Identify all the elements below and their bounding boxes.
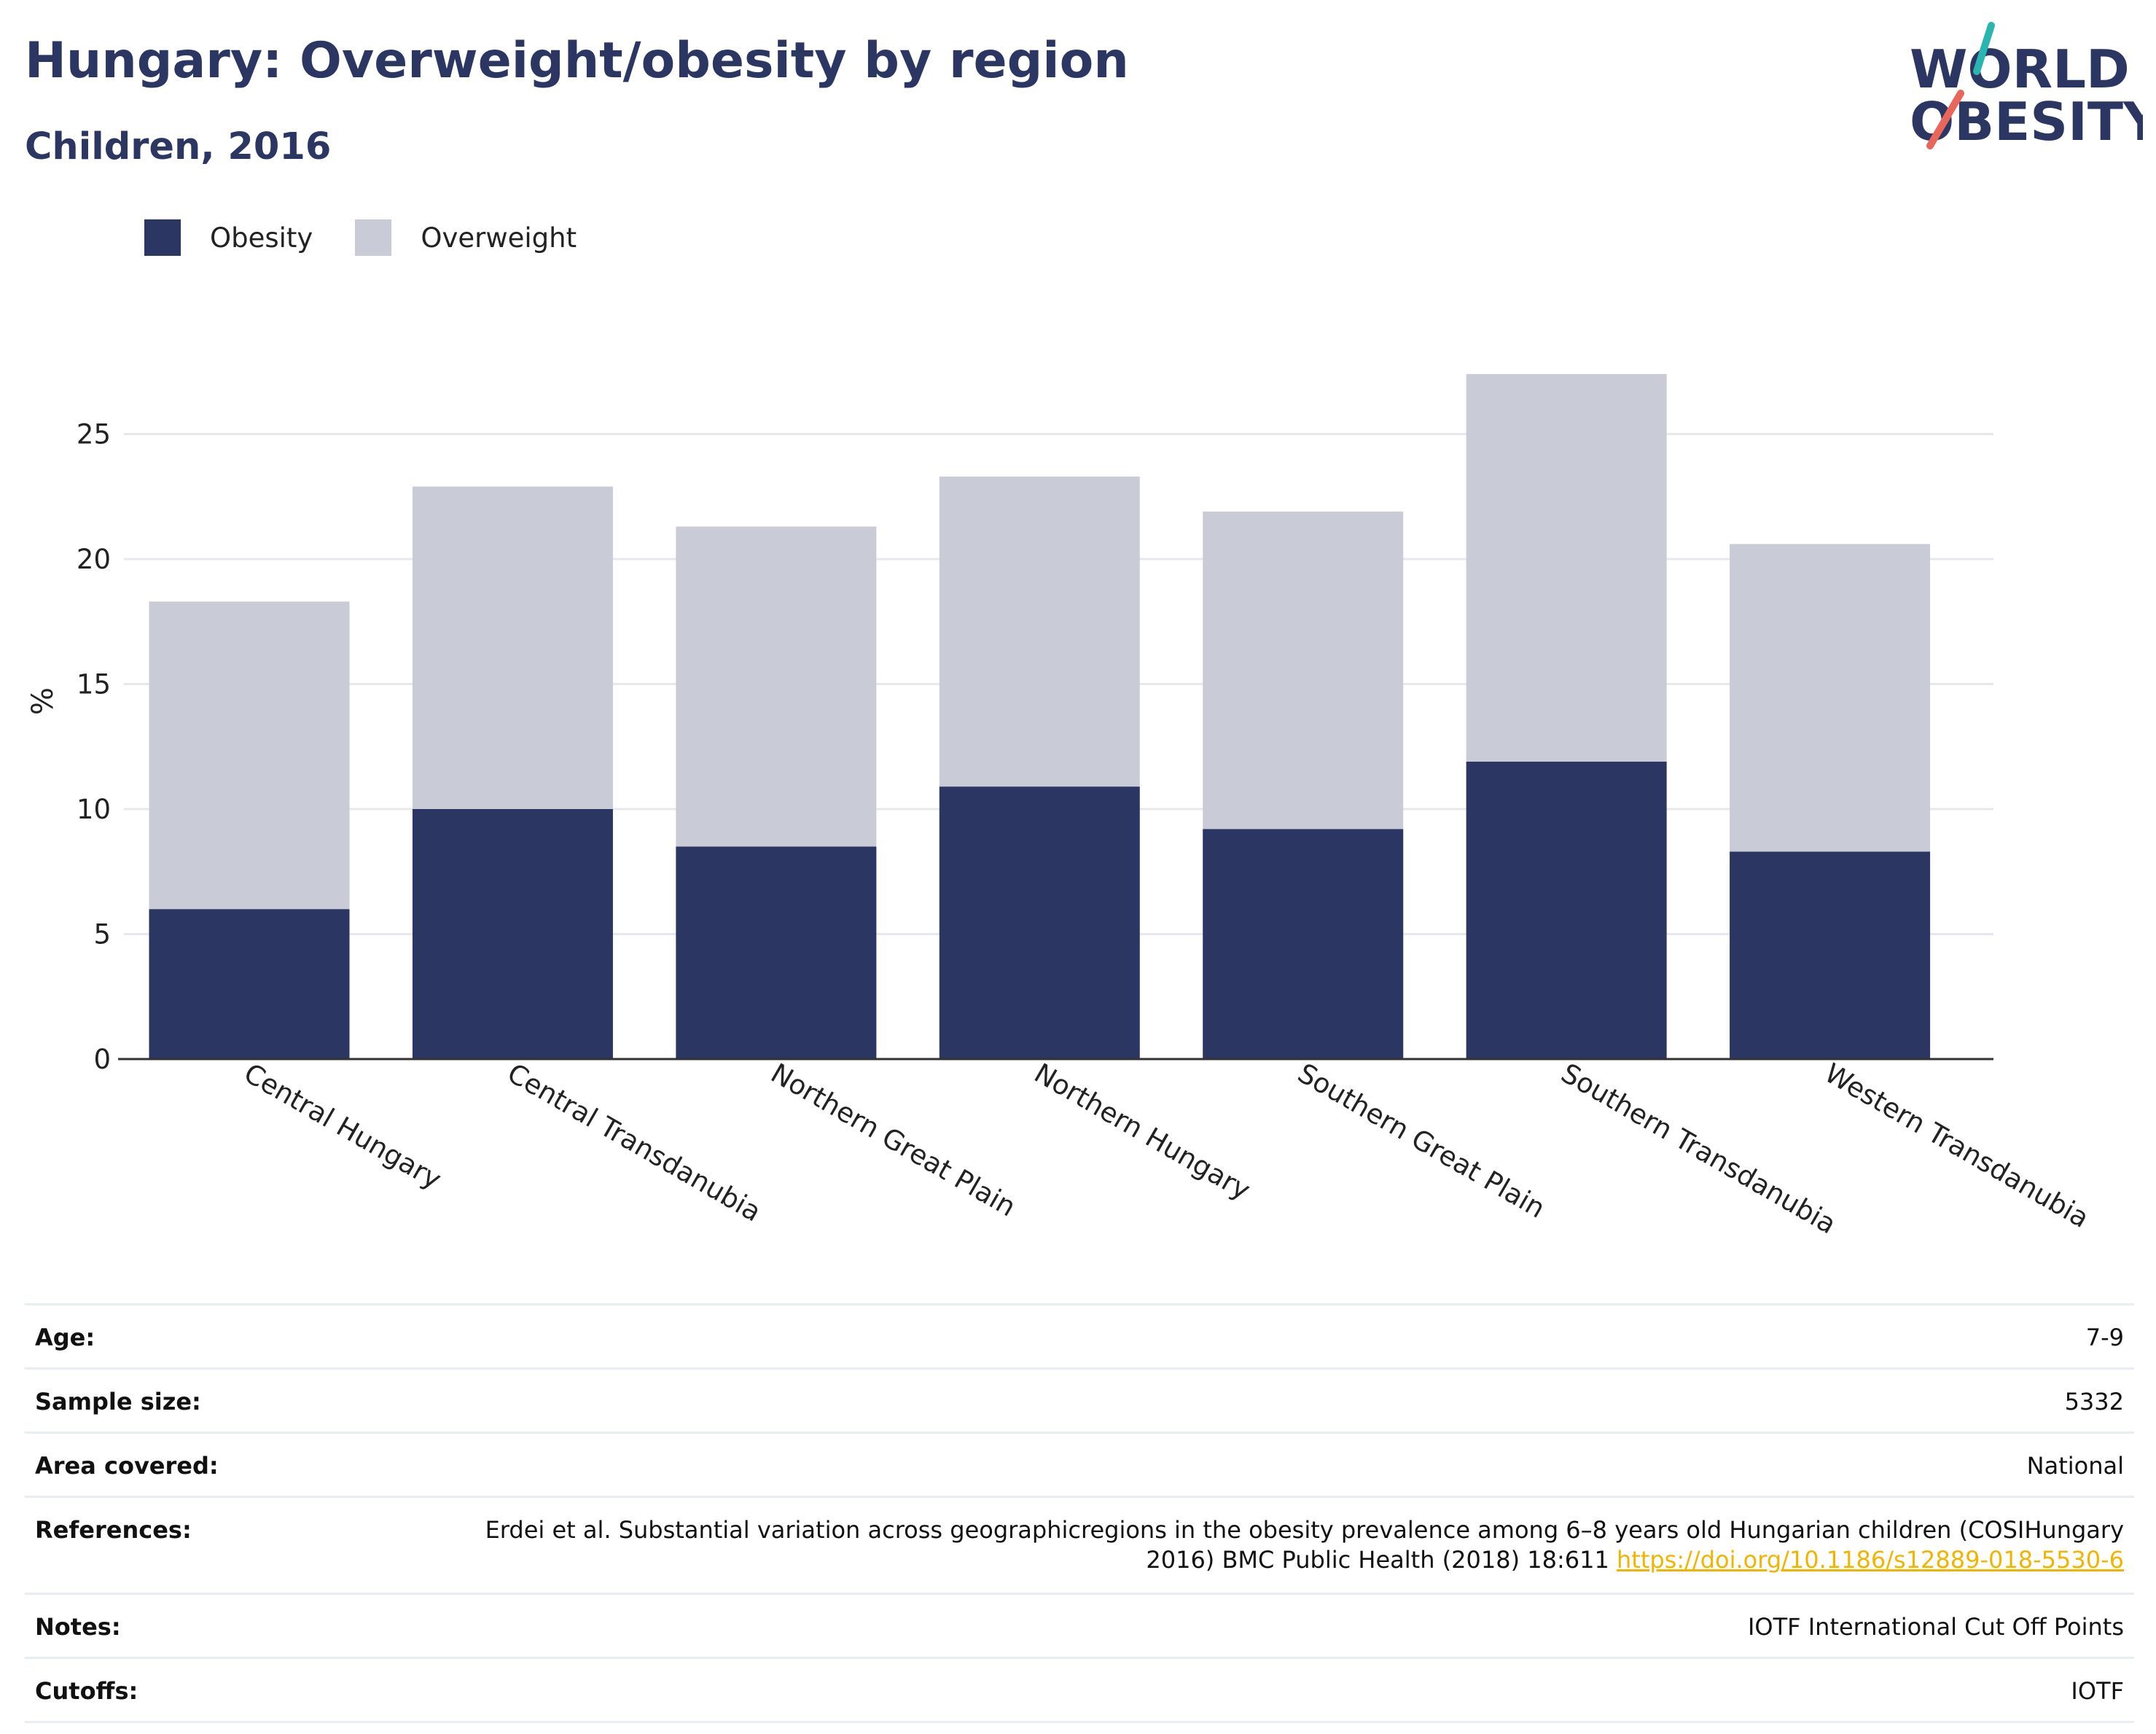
- x-tick-label-northern-hungary: Northern Hungary: [1029, 1058, 1256, 1206]
- info-table: Age: 7-9 Sample size: 5332 Area covered:…: [25, 1303, 2134, 1723]
- legend-swatch-obesity: [144, 219, 181, 256]
- x-tick-label-central-transdanubia: Central Transdanubia: [502, 1058, 767, 1228]
- logo-line2: OBESITY: [1910, 91, 2143, 152]
- info-value-notes: IOTF International Cut Off Points: [1747, 1613, 2124, 1641]
- x-tick-label-southern-transdanubia: Southern Transdanubia: [1556, 1058, 1842, 1241]
- legend: Obesity Overweight: [144, 217, 619, 258]
- info-key-sample-size: Sample size:: [35, 1388, 201, 1415]
- y-tick-label-25: 25: [77, 419, 111, 450]
- info-key-references: References:: [35, 1516, 192, 1544]
- bar-obesity-northern-great-plain: [676, 846, 877, 1059]
- bar-obesity-western-transdanubia: [1730, 851, 1931, 1059]
- y-tick-label-5: 5: [93, 919, 111, 950]
- x-tick-label-central-hungary: Central Hungary: [239, 1058, 447, 1195]
- bar-overweight-northern-great-plain: [676, 526, 877, 847]
- x-tick-label-southern-great-plain: Southern Great Plain: [1292, 1058, 1550, 1225]
- reference-link[interactable]: https://doi.org/10.1186/s12889-018-5530-…: [1616, 1546, 2124, 1574]
- x-tick-label-northern-great-plain: Northern Great Plain: [765, 1058, 1020, 1223]
- bar-overweight-southern-great-plain: [1203, 511, 1404, 829]
- bar-overweight-western-transdanubia: [1730, 544, 1931, 852]
- info-row-cutoffs: Cutoffs: IOTF: [25, 1657, 2134, 1723]
- info-row-area: Area covered: National: [25, 1432, 2134, 1496]
- bar-obesity-central-hungary: [149, 909, 350, 1059]
- legend-swatch-overweight: [355, 219, 392, 256]
- info-value-cutoffs: IOTF: [2071, 1677, 2124, 1705]
- legend-item-obesity[interactable]: Obesity: [144, 219, 313, 256]
- reference-text: Erdei et al. Substantial variation acros…: [485, 1516, 2124, 1574]
- y-tick-label-10: 10: [77, 794, 111, 825]
- logo-accent-coral: [1926, 90, 1964, 149]
- info-value-sample-size: 5332: [2064, 1388, 2124, 1415]
- chart-title: Hungary: Overweight/obesity by region: [25, 32, 1129, 90]
- info-key-cutoffs: Cutoffs:: [35, 1677, 138, 1705]
- info-row-notes: Notes: IOTF International Cut Off Points: [25, 1593, 2134, 1657]
- legend-label-obesity: Obesity: [210, 222, 313, 254]
- info-value-references: Erdei et al. Substantial variation acros…: [448, 1515, 2124, 1575]
- logo-accent-teal: [1973, 22, 1995, 75]
- bar-obesity-southern-transdanubia: [1466, 761, 1667, 1059]
- y-axis-label: %: [26, 687, 60, 715]
- bar-overweight-southern-transdanubia: [1466, 374, 1667, 762]
- bar-obesity-northern-hungary: [939, 786, 1140, 1059]
- info-value-age: 7-9: [2085, 1324, 2124, 1351]
- legend-item-overweight[interactable]: Overweight: [355, 219, 577, 256]
- legend-label-overweight: Overweight: [421, 222, 577, 254]
- info-value-area: National: [2026, 1452, 2124, 1480]
- x-tick-label-western-transdanubia: Western Transdanubia: [1819, 1058, 2094, 1235]
- bar-overweight-central-hungary: [149, 601, 350, 910]
- info-key-area: Area covered:: [35, 1452, 219, 1480]
- world-obesity-logo: WORLD OBESITY: [1910, 22, 2143, 152]
- info-row-age: Age: 7-9: [25, 1303, 2134, 1367]
- bar-obesity-southern-great-plain: [1203, 829, 1404, 1059]
- stacked-bar-chart: 0 5 10 15 20 25% Central Hungary Central Transd…: [26, 374, 2094, 1241]
- bar-obesity-central-transdanubia: [412, 809, 613, 1059]
- bar-overweight-central-transdanubia: [412, 486, 613, 809]
- info-key-notes: Notes:: [35, 1613, 121, 1641]
- info-row-references: References: Erdei et al. Substantial var…: [25, 1496, 2134, 1593]
- bar-overweight-northern-hungary: [939, 476, 1140, 787]
- info-key-age: Age:: [35, 1324, 95, 1351]
- info-row-sample-size: Sample size: 5332: [25, 1367, 2134, 1432]
- y-tick-label-15: 15: [77, 669, 111, 700]
- y-tick-label-0: 0: [93, 1044, 111, 1075]
- chart-subtitle: Children, 2016: [25, 125, 332, 168]
- y-tick-label-20: 20: [77, 544, 111, 575]
- logo-line1: WORLD: [1910, 39, 2130, 100]
